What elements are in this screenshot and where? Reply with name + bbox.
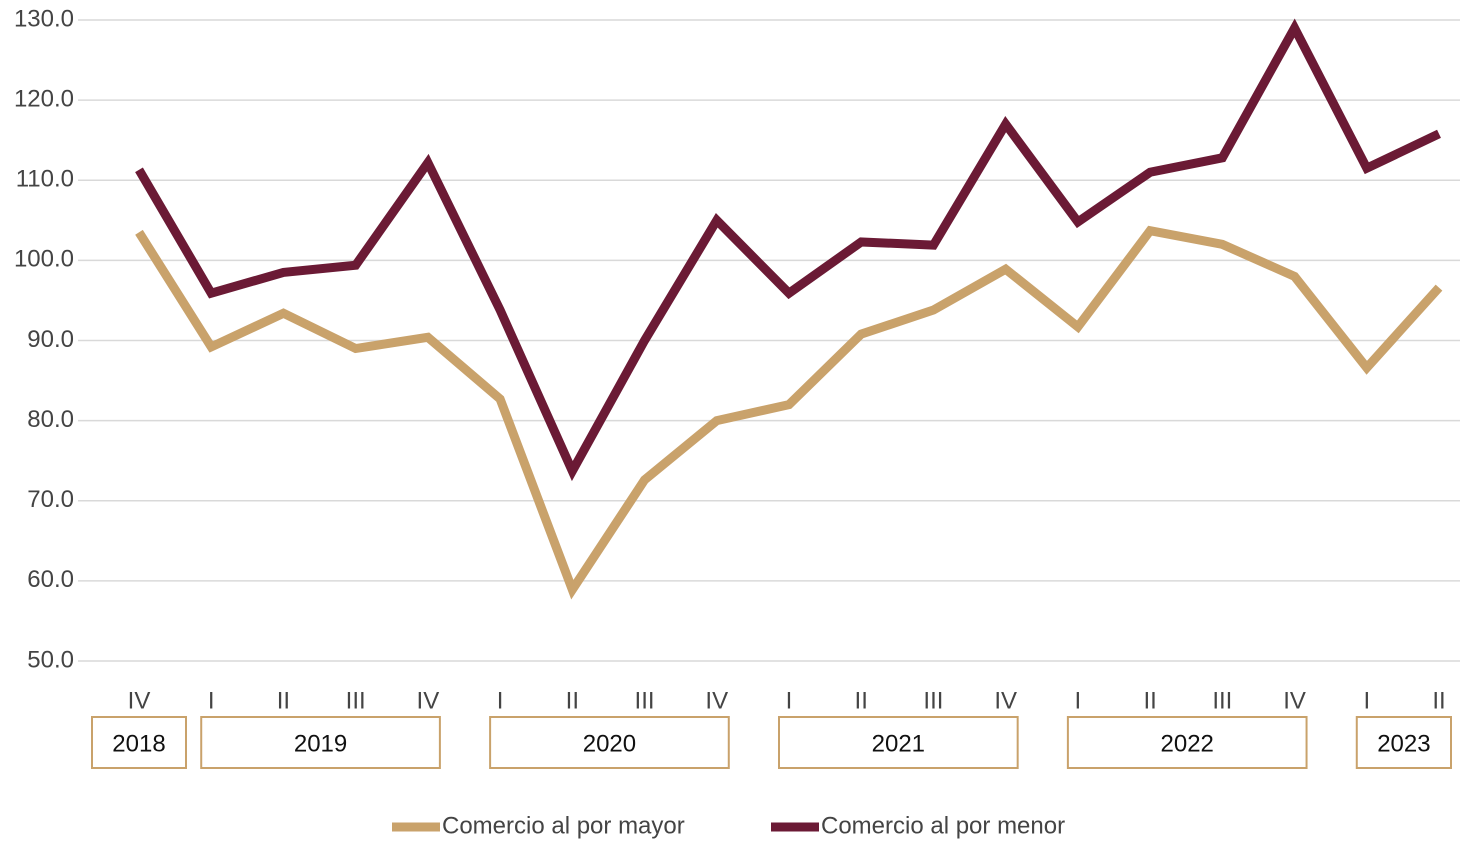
year-label: 2018 (112, 730, 165, 757)
y-tick-label: 120.0 (14, 85, 74, 112)
year-box (1355, 716, 1453, 769)
year-label: 2022 (1161, 730, 1214, 757)
x-tick-label: III (923, 687, 943, 714)
x-tick-label: II (1143, 687, 1156, 714)
year-label: 2020 (583, 730, 636, 757)
year-label: 2023 (1377, 730, 1430, 757)
y-tick-label: 130.0 (14, 5, 74, 32)
x-tick-label: II (1432, 687, 1445, 714)
x-tick-label: I (786, 687, 793, 714)
x-tick-label: IV (705, 687, 728, 714)
y-tick-label: 70.0 (27, 486, 74, 513)
year-box (91, 716, 187, 769)
legend-label: Comercio al por mayor (442, 812, 685, 839)
y-tick-label: 100.0 (14, 246, 74, 273)
x-tick-label: I (208, 687, 215, 714)
x-tick-label: I (497, 687, 504, 714)
year-label: 2019 (294, 730, 347, 757)
legend-label: Comercio al por menor (821, 812, 1065, 839)
x-tick-label: III (1212, 687, 1232, 714)
x-tick-label: III (635, 687, 655, 714)
y-tick-label: 110.0 (16, 166, 74, 193)
year-box (200, 716, 441, 769)
x-tick-label: I (1363, 687, 1370, 714)
x-tick-label: IV (417, 687, 440, 714)
x-tick-label: II (855, 687, 868, 714)
x-tick-label: IV (1283, 687, 1306, 714)
series-line (135, 225, 1443, 600)
x-tick-label: I (1075, 687, 1082, 714)
year-box (1066, 716, 1308, 769)
year-box (489, 716, 730, 769)
year-box (778, 716, 1019, 769)
x-tick-label: IV (994, 687, 1017, 714)
y-tick-label: 60.0 (27, 566, 74, 593)
x-tick-label: III (346, 687, 366, 714)
x-tick-label: II (566, 687, 579, 714)
y-tick-label: 50.0 (27, 646, 74, 673)
x-tick-label: IV (128, 687, 151, 714)
series-line (135, 18, 1441, 482)
y-tick-label: 80.0 (27, 406, 74, 433)
y-tick-label: 90.0 (27, 326, 74, 353)
year-label: 2021 (872, 730, 925, 757)
x-tick-label: II (277, 687, 290, 714)
